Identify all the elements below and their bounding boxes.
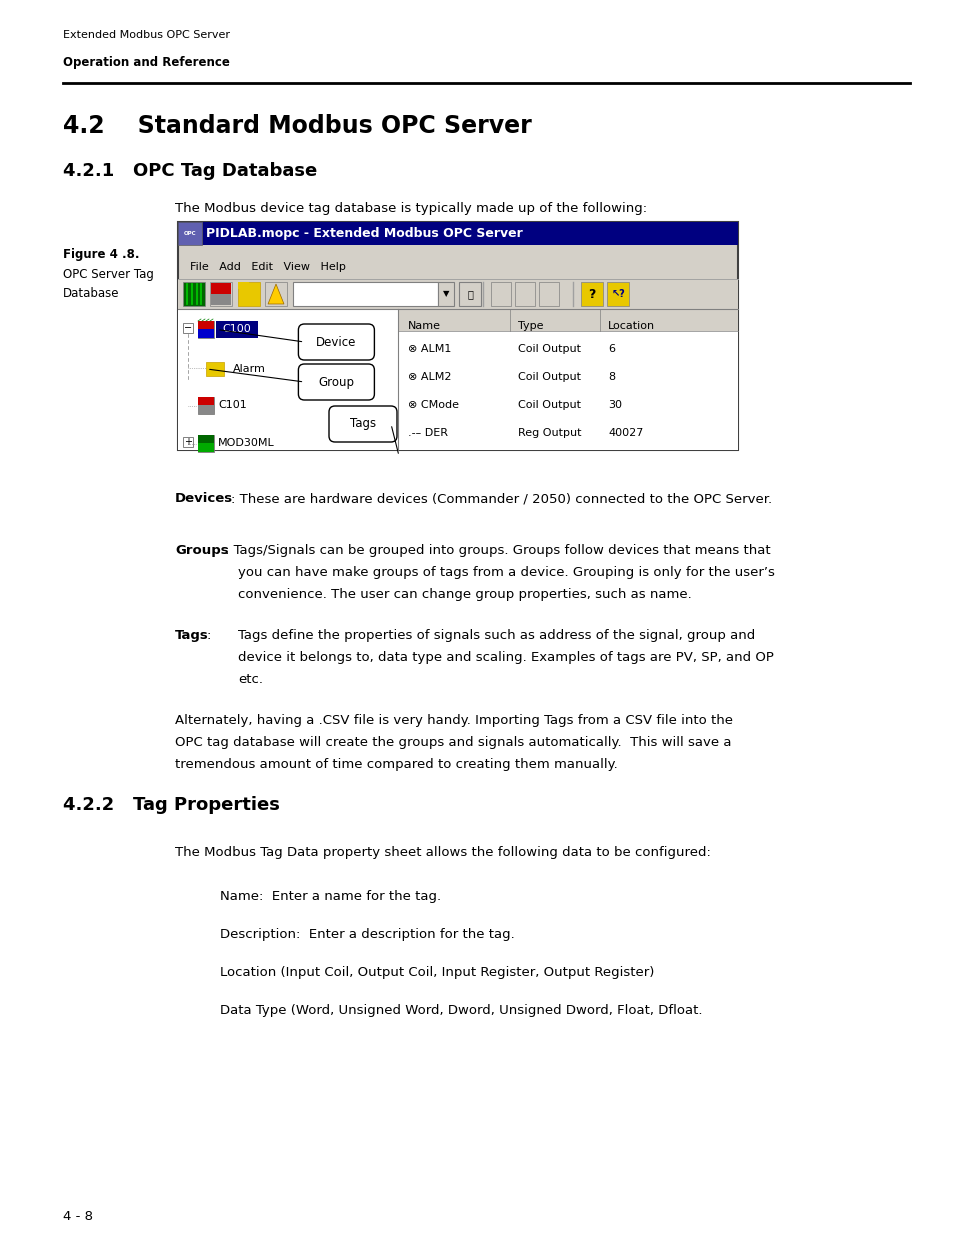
Text: Location: Location <box>607 321 655 331</box>
Bar <box>491 282 511 306</box>
Text: +: + <box>184 437 192 447</box>
Text: Devices: Devices <box>174 492 233 505</box>
Text: ⊗ ALM2: ⊗ ALM2 <box>408 372 451 382</box>
Text: 40027: 40027 <box>607 429 642 438</box>
Text: tremendous amount of time compared to creating them manually.: tremendous amount of time compared to cr… <box>174 758 618 771</box>
FancyBboxPatch shape <box>298 364 374 400</box>
Bar <box>178 222 202 245</box>
Text: :: : <box>207 629 212 642</box>
Text: −: − <box>184 324 192 333</box>
Bar <box>211 283 231 294</box>
FancyBboxPatch shape <box>298 324 374 359</box>
Bar <box>206 362 224 375</box>
Text: Tags define the properties of signals such as address of the signal, group and: Tags define the properties of signals su… <box>237 629 755 642</box>
Text: Location (Input Coil, Output Coil, Input Register, Output Register): Location (Input Coil, Output Coil, Input… <box>220 966 654 979</box>
Text: ↖?: ↖? <box>611 289 624 299</box>
Text: File   Add   Edit   View   Help: File Add Edit View Help <box>190 262 346 272</box>
Text: Coil Output: Coil Output <box>517 345 580 354</box>
Bar <box>178 309 397 450</box>
Bar <box>458 282 480 306</box>
Bar <box>397 309 738 450</box>
Text: 4 - 8: 4 - 8 <box>63 1210 92 1223</box>
Text: etc.: etc. <box>237 673 263 685</box>
Bar <box>211 294 231 305</box>
Text: ⊗ ALM1: ⊗ ALM1 <box>408 345 451 354</box>
Bar <box>178 222 738 450</box>
Bar <box>215 321 257 338</box>
Bar <box>606 282 628 306</box>
Bar <box>293 282 437 306</box>
Bar <box>198 443 213 452</box>
Bar <box>178 279 738 309</box>
Text: 4.2    Standard Modbus OPC Server: 4.2 Standard Modbus OPC Server <box>63 114 531 138</box>
Bar <box>198 321 213 329</box>
Text: OPC tag database will create the groups and signals automatically.  This will sa: OPC tag database will create the groups … <box>174 736 731 748</box>
Bar <box>580 282 602 306</box>
Text: C100: C100 <box>222 325 251 335</box>
Bar <box>437 282 454 306</box>
Text: PIDLAB.mopc - Extended Modbus OPC Server: PIDLAB.mopc - Extended Modbus OPC Server <box>206 227 522 240</box>
Text: 🔍: 🔍 <box>467 289 473 299</box>
Text: convenience. The user can change group properties, such as name.: convenience. The user can change group p… <box>237 588 691 601</box>
Bar <box>183 282 205 306</box>
Bar <box>178 222 738 245</box>
Text: 6: 6 <box>607 345 615 354</box>
Text: : These are hardware devices (Commander / 2050) connected to the OPC Server.: : These are hardware devices (Commander … <box>231 492 771 505</box>
Bar <box>198 435 213 443</box>
Bar <box>198 396 213 414</box>
Text: Figure 4 .8.: Figure 4 .8. <box>63 248 139 261</box>
Text: The Modbus device tag database is typically made up of the following:: The Modbus device tag database is typica… <box>174 203 646 215</box>
Polygon shape <box>268 284 284 304</box>
Text: ⊗ CMode: ⊗ CMode <box>408 400 458 410</box>
FancyBboxPatch shape <box>237 282 249 289</box>
Text: Name: Name <box>408 321 440 331</box>
Text: Alternately, having a .CSV file is very handy. Importing Tags from a CSV file in: Alternately, having a .CSV file is very … <box>174 714 732 727</box>
Text: Operation and Reference: Operation and Reference <box>63 56 230 69</box>
Text: : Tags/Signals can be grouped into groups. Groups follow devices that means that: : Tags/Signals can be grouped into group… <box>225 543 770 557</box>
Bar <box>198 329 213 338</box>
Text: Coil Output: Coil Output <box>517 372 580 382</box>
Bar <box>265 282 287 306</box>
Text: Alarm: Alarm <box>233 364 266 374</box>
Text: Tags: Tags <box>350 417 375 431</box>
Text: Groups: Groups <box>174 543 229 557</box>
Text: 4.2.1   OPC Tag Database: 4.2.1 OPC Tag Database <box>63 162 317 180</box>
Text: Reg Output: Reg Output <box>517 429 581 438</box>
Bar <box>198 396 213 405</box>
Bar <box>183 324 193 333</box>
Bar <box>397 309 738 331</box>
Text: Name:  Enter a name for the tag.: Name: Enter a name for the tag. <box>220 890 440 903</box>
Text: Device: Device <box>315 336 356 348</box>
Bar <box>198 405 213 414</box>
FancyBboxPatch shape <box>329 406 396 442</box>
Bar <box>237 282 260 306</box>
Text: you can have make groups of tags from a device. Grouping is only for the user’s: you can have make groups of tags from a … <box>237 566 774 579</box>
Text: Data Type (Word, Unsigned Word, Dword, Unsigned Dword, Float, Dfloat.: Data Type (Word, Unsigned Word, Dword, U… <box>220 1004 701 1016</box>
Text: Tags: Tags <box>174 629 209 642</box>
Bar <box>210 282 232 306</box>
Text: Coil Output: Coil Output <box>517 400 580 410</box>
Text: Description:  Enter a description for the tag.: Description: Enter a description for the… <box>220 927 515 941</box>
Text: 8: 8 <box>607 372 615 382</box>
Bar <box>198 435 213 452</box>
Text: device it belongs to, data type and scaling. Examples of tags are PV, SP, and OP: device it belongs to, data type and scal… <box>237 651 773 664</box>
Text: Extended Modbus OPC Server: Extended Modbus OPC Server <box>63 30 230 40</box>
Text: 4.2.2   Tag Properties: 4.2.2 Tag Properties <box>63 797 279 814</box>
Bar <box>515 282 535 306</box>
Bar <box>183 437 193 447</box>
Text: ▼: ▼ <box>442 289 449 299</box>
Text: Group: Group <box>318 375 354 389</box>
Text: C101: C101 <box>218 400 247 410</box>
Text: OPC: OPC <box>184 231 196 236</box>
Text: .-– DER: .-– DER <box>408 429 448 438</box>
Text: The Modbus Tag Data property sheet allows the following data to be configured:: The Modbus Tag Data property sheet allow… <box>174 846 710 860</box>
Text: OPC Server Tag: OPC Server Tag <box>63 268 153 282</box>
Text: 30: 30 <box>607 400 621 410</box>
Bar <box>198 321 213 338</box>
Text: ?: ? <box>588 288 595 300</box>
Text: Database: Database <box>63 287 119 300</box>
Bar <box>538 282 558 306</box>
Text: MOD30ML: MOD30ML <box>218 438 274 448</box>
Text: Type: Type <box>517 321 543 331</box>
